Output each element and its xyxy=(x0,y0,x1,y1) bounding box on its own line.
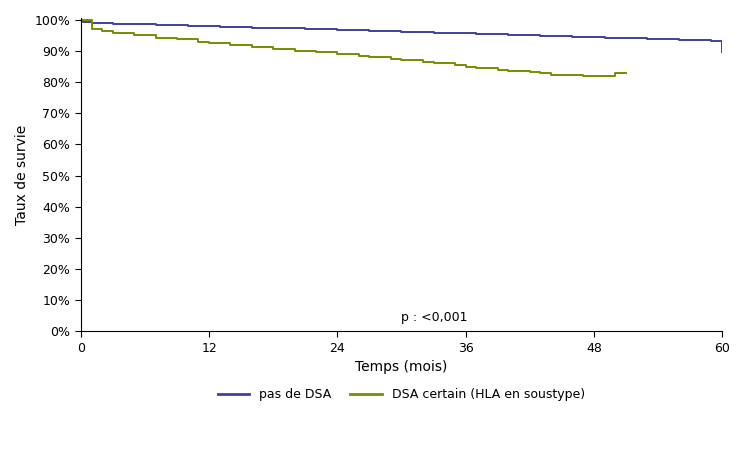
Legend: pas de DSA, DSA certain (HLA en soustype): pas de DSA, DSA certain (HLA en soustype… xyxy=(213,384,590,406)
X-axis label: Temps (mois): Temps (mois) xyxy=(355,360,448,374)
Y-axis label: Taux de survie: Taux de survie xyxy=(15,124,29,225)
Text: p : <0,001: p : <0,001 xyxy=(402,310,468,323)
